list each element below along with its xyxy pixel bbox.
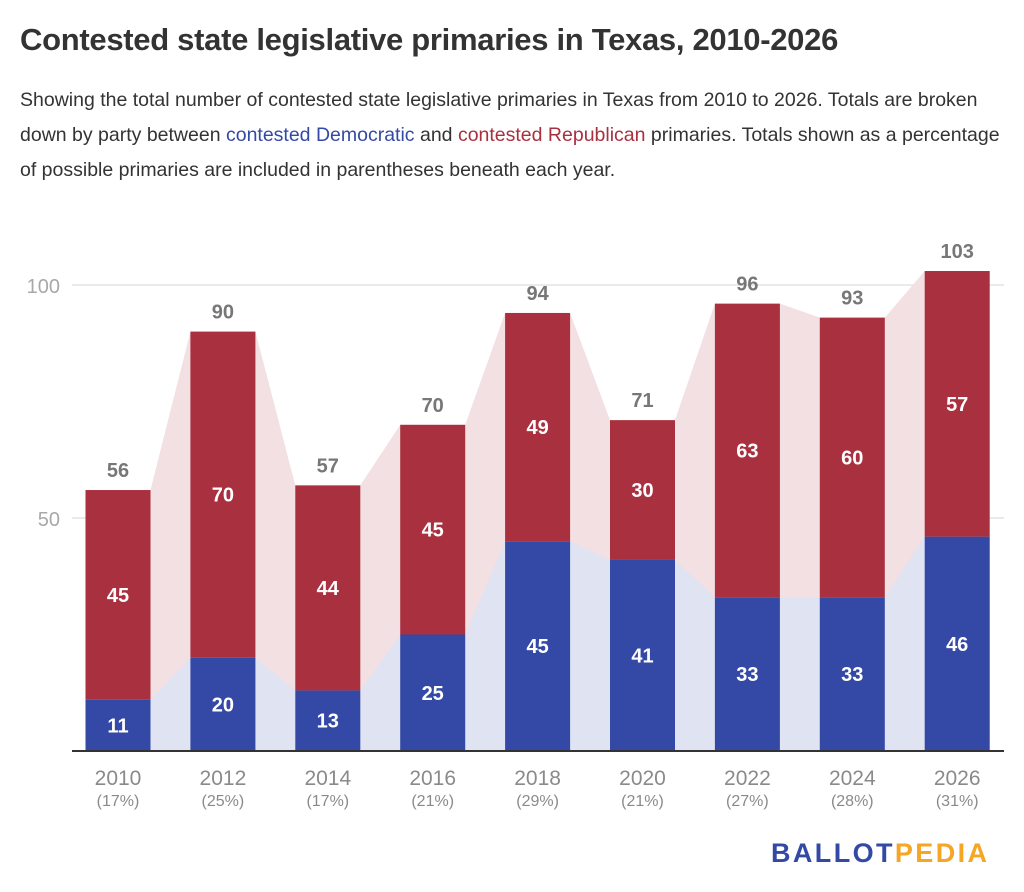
bar-democratic	[924, 536, 990, 751]
bar-democratic	[610, 559, 675, 751]
x-tick-sublabel: (27%)	[726, 793, 769, 810]
bar-republican	[505, 312, 571, 542]
data-label-democratic: 41	[631, 645, 653, 667]
bar-republican	[610, 420, 675, 560]
data-label-republican: 63	[736, 440, 758, 462]
x-tick-label: 2026	[934, 767, 981, 790]
x-tick-label: 2020	[619, 767, 666, 790]
bar-democratic	[714, 597, 780, 751]
x-tick-sublabel: (17%)	[97, 793, 140, 810]
subtitle-text-1: Showing the total number of contested st…	[20, 89, 978, 146]
data-label-republican: 44	[317, 578, 340, 600]
bar-republican	[924, 271, 990, 537]
data-label-republican: 45	[422, 520, 444, 542]
data-label-total: 71	[631, 390, 653, 412]
data-label-republican: 70	[212, 485, 234, 507]
ballotpedia-logo: BALLOTPEDIA	[771, 838, 989, 869]
logo-pedia: PEDIA	[894, 838, 990, 868]
x-tick-label: 2012	[200, 767, 247, 790]
data-label-democratic: 11	[107, 715, 128, 737]
y-tick-label: 100	[27, 276, 60, 298]
data-label-democratic: 33	[736, 664, 758, 686]
bar-republican	[819, 317, 885, 598]
x-tick-label: 2024	[829, 767, 876, 790]
chart-subtitle: Showing the total number of contested st…	[20, 83, 1010, 188]
bar-democratic	[819, 597, 885, 751]
bar-democratic	[190, 657, 256, 751]
x-tick-label: 2010	[95, 767, 142, 790]
bar-republican	[400, 424, 466, 635]
bar-democratic	[505, 541, 571, 751]
y-tick-label: 50	[38, 509, 60, 531]
x-tick-label: 2016	[409, 767, 456, 790]
data-label-total: 70	[422, 395, 444, 417]
data-label-total: 57	[317, 455, 339, 477]
chart-title: Contested state legislative primaries in…	[20, 22, 839, 57]
data-label-total: 56	[107, 460, 129, 482]
bar-democratic	[400, 634, 466, 751]
bar-republican	[85, 490, 151, 700]
data-label-democratic: 46	[946, 634, 968, 656]
data-label-democratic: 33	[841, 664, 863, 686]
x-tick-sublabel: (31%)	[936, 793, 979, 810]
x-tick-sublabel: (17%)	[306, 793, 349, 810]
logo-ballot: BALLOT	[771, 838, 895, 868]
data-label-republican: 30	[631, 480, 653, 502]
data-label-total: 94	[526, 283, 549, 305]
data-label-total: 96	[736, 274, 758, 296]
data-label-democratic: 13	[317, 711, 339, 733]
x-tick-sublabel: (21%)	[411, 793, 454, 810]
data-label-democratic: 45	[526, 636, 548, 658]
data-label-total: 90	[212, 302, 234, 324]
x-tick-sublabel: (28%)	[831, 793, 874, 810]
x-tick-sublabel: (25%)	[202, 793, 245, 810]
data-label-republican: 57	[946, 394, 968, 416]
x-tick-label: 2018	[514, 767, 561, 790]
x-tick-label: 2014	[304, 767, 351, 790]
data-label-democratic: 20	[212, 694, 234, 716]
bar-democratic	[85, 699, 151, 751]
data-label-total: 103	[941, 241, 974, 263]
data-label-total: 93	[841, 288, 863, 310]
contested-republican-legend: contested Republican	[457, 124, 646, 146]
data-label-republican: 45	[107, 585, 129, 607]
contested-democratic-legend: contested Democratic	[225, 124, 415, 146]
subtitle-text-2: and	[414, 124, 458, 146]
data-label-republican: 49	[526, 417, 548, 439]
bar-republican	[295, 485, 361, 691]
bar-republican	[190, 331, 256, 658]
subtitle-text-3: primaries. Totals shown as a percentage …	[20, 124, 1000, 181]
bar-republican	[714, 303, 780, 598]
x-tick-label: 2022	[724, 767, 771, 790]
x-tick-sublabel: (21%)	[621, 793, 664, 810]
data-label-republican: 60	[841, 447, 863, 469]
bar-democratic	[295, 690, 361, 751]
x-tick-sublabel: (29%)	[516, 793, 559, 810]
data-label-democratic: 25	[422, 683, 444, 705]
